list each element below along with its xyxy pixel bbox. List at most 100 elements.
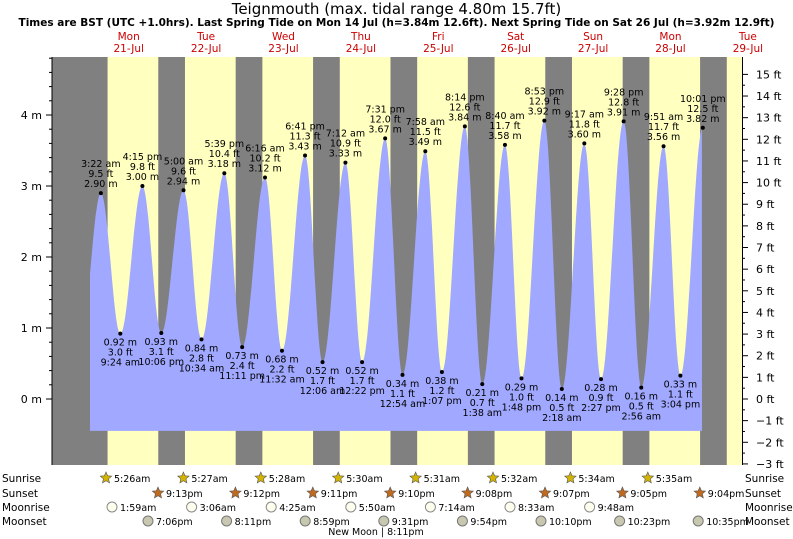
right-tick-label: 8 ft [756, 220, 775, 233]
tide-time-label: 7:31 pm [365, 104, 405, 115]
tide-time-label: 8:40 am [485, 111, 524, 122]
sunset-icon [151, 486, 165, 499]
tide-metres-label: 3.92 m [528, 107, 561, 118]
date-label: 23-Jul [268, 43, 298, 55]
left-tick-label: 4 m [21, 109, 42, 122]
tide-point [181, 188, 186, 193]
tide-feet-label: 9.5 ft [88, 169, 113, 180]
moonrise-time: 8:33am [518, 503, 554, 514]
right-tick-label: 0 ft [756, 393, 775, 406]
date-label: 29-Jul [733, 43, 763, 55]
tide-time-label: 11:32 am [259, 375, 304, 386]
tide-metres-label: 0.29 m [505, 382, 538, 393]
tide-point [439, 370, 444, 375]
tide-metres-label: 0.28 m [584, 383, 617, 394]
tide-point [661, 144, 666, 149]
sunset-time: 9:08pm [476, 489, 513, 500]
tide-time-label: 7:58 am [406, 117, 445, 128]
sunset-icon [693, 486, 707, 499]
sunrise-time: 5:27am [191, 474, 227, 485]
tide-feet-label: 2.2 ft [269, 365, 294, 376]
tide-labels: 3:22 am9.5 ft2.90 m 0.92 m3.0 ft9:24 am 4:… [81, 87, 726, 424]
tide-feet-label: 2.4 ft [230, 361, 255, 372]
date-label: 25-Jul [423, 43, 453, 55]
chart-title: Teignmouth (max. tidal range 4.80m 15.7f… [231, 0, 562, 18]
tide-point [542, 118, 547, 123]
chart-subtitle: Times are BST (UTC +1.0hrs). Last Spring… [18, 17, 775, 29]
sunrise-icon [409, 471, 423, 484]
day-of-week-label: Wed [272, 31, 295, 43]
right-tick-label: 13 ft [756, 112, 782, 125]
almanac: Sunrise Sunrise Sunset Sunset Moonrise Moonri… [2, 471, 793, 538]
tide-metres-label: 3.49 m [409, 137, 442, 148]
tide-feet-label: 3.0 ft [108, 348, 133, 359]
tide-point [519, 376, 524, 381]
moonset-time: 7:06pm [156, 517, 193, 528]
right-tick-label: 10 ft [756, 177, 782, 190]
sunrise-time: 5:34am [578, 474, 614, 485]
tide-feet-label: 2.8 ft [189, 353, 214, 364]
left-tick-label: 0 m [21, 393, 42, 406]
right-tick-label: 3 ft [756, 328, 775, 341]
almanac-row-label-left: Moonset [2, 516, 47, 528]
tide-point [240, 345, 245, 350]
tide-point [700, 125, 705, 130]
sunset-time: 9:11pm [321, 489, 358, 500]
date-label: 28-Jul [655, 43, 685, 55]
tide-point [678, 373, 683, 378]
tide-time-label: 8:53 pm [525, 87, 565, 98]
tide-feet-label: 12.0 ft [370, 114, 401, 125]
tide-metres-label: 0.52 m [306, 366, 339, 377]
sunset-icon [383, 486, 397, 499]
tide-time-label: 8:14 pm [445, 92, 485, 103]
moonrise-icon [504, 501, 516, 513]
tide-metres-label: 3.56 m [647, 132, 680, 143]
tide-metres-label: 0.16 m [625, 392, 658, 403]
left-tick-label: 3 m [21, 180, 42, 193]
tide-time-label: 10:01 pm [680, 94, 726, 105]
sunrise-time: 5:26am [114, 474, 150, 485]
tide-time-label: 2:27 pm [581, 403, 621, 414]
tide-metres-label: 3.82 m [686, 114, 719, 125]
moonrise-time: 7:14am [438, 503, 474, 514]
moonrise-icon [186, 501, 198, 513]
day-labels: Mon21-JulTue22-JulWed23-JulThu24-JulFri2… [113, 31, 763, 55]
moonset-time: 8:11pm [235, 517, 272, 528]
moonset-icon [614, 515, 626, 527]
day-of-week-label: Mon [659, 31, 681, 43]
tide-metres-label: 3.60 m [568, 129, 601, 140]
sunset-time: 9:13pm [166, 489, 203, 500]
moonrise-icon [106, 501, 118, 513]
right-tick-label: 2 ft [756, 350, 775, 363]
moonset-icon [142, 515, 154, 527]
tide-feet-label: 3.1 ft [149, 347, 174, 358]
tide-metres-label: 3.58 m [488, 131, 521, 142]
tide-metres-label: 0.34 m [386, 379, 419, 390]
moonrise-time: 4:25am [279, 503, 315, 514]
date-label: 21-Jul [113, 43, 143, 55]
sunset-icon [228, 486, 242, 499]
tide-time-label: 10:34 am [179, 363, 224, 374]
tide-point [502, 142, 507, 147]
tide-feet-label: 12.6 ft [449, 102, 480, 113]
tide-metres-label: 0.21 m [466, 388, 499, 399]
right-tick-label: −3 ft [756, 458, 784, 471]
sunset-icon [461, 486, 475, 499]
moonrise-time: 5:50am [359, 503, 395, 514]
tide-time-label: 12:06 am [300, 386, 345, 397]
sunset-time: 9:04pm [708, 489, 745, 500]
right-tick-label: 14 ft [756, 90, 782, 103]
tide-point [480, 382, 485, 387]
tide-feet-label: 1.1 ft [390, 389, 415, 400]
tide-time-label: 10:06 pm [138, 357, 184, 368]
tide-metres-label: 0.93 m [145, 337, 178, 348]
right-tick-label: 7 ft [756, 242, 775, 255]
tide-time-label: 9:28 pm [604, 87, 644, 98]
sunrise-icon [486, 471, 500, 484]
sunrise-icon [176, 471, 190, 484]
left-tick-label: 2 m [21, 251, 42, 264]
tide-metres-label: 3.91 m [607, 107, 640, 118]
sunrise-icon [254, 471, 268, 484]
moonset-time: 9:31pm [392, 517, 429, 528]
